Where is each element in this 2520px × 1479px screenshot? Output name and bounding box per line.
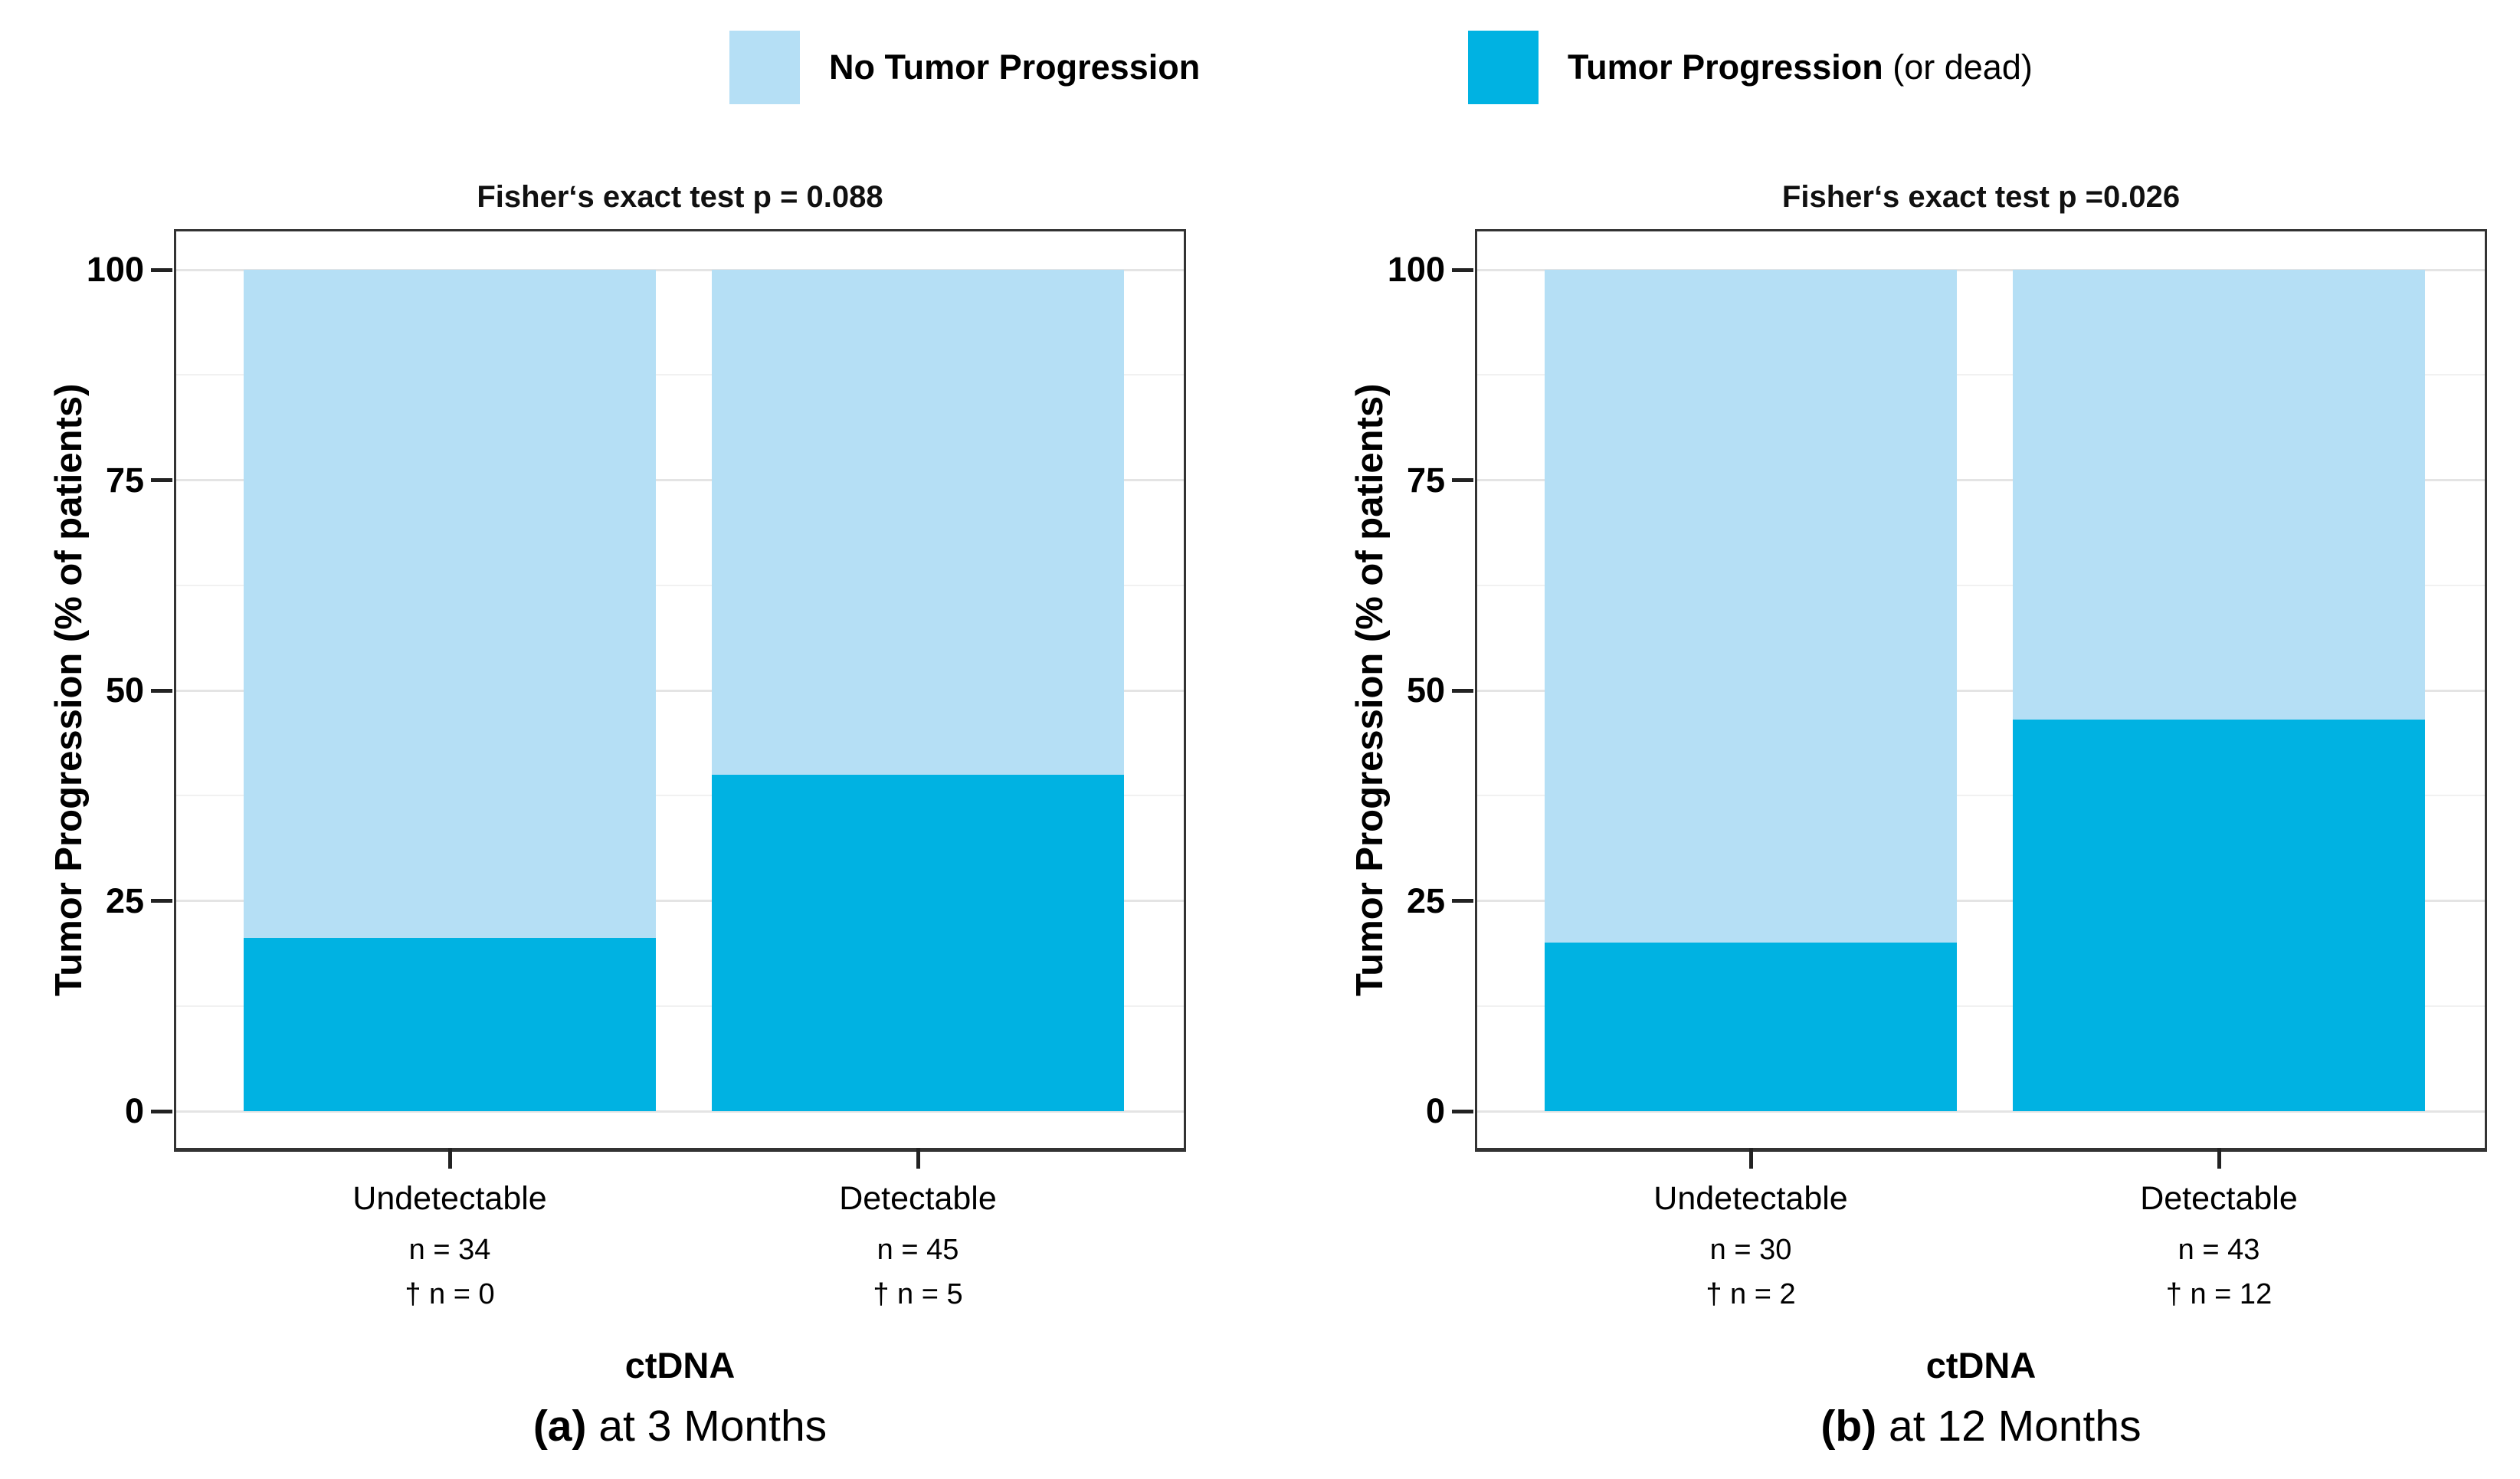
segment-tumor-progression	[1545, 943, 1957, 1111]
segment-tumor-progression	[712, 774, 1124, 1111]
gridline-major	[1477, 479, 2485, 481]
gridline-major	[176, 479, 1184, 481]
caption-text: at 12 Months	[1876, 1402, 2142, 1451]
gridline-minor	[1477, 584, 2485, 586]
gridline-major	[1477, 268, 2485, 271]
y-tick-mark	[151, 478, 172, 482]
dagger-n-label: † n = 5	[873, 1278, 963, 1310]
legend-label: Tumor Progression (or dead)	[1568, 48, 2033, 87]
y-tick-mark	[1452, 688, 1473, 693]
y-tick-label: 100	[1387, 250, 1445, 289]
legend-item-no-tumor-progression: No Tumor Progression	[729, 31, 1200, 104]
gridline-minor	[1477, 1005, 2485, 1007]
segment-no-tumor-progression	[244, 270, 656, 938]
n-label: n = 34	[408, 1234, 491, 1266]
caption: (a) at 3 Months	[176, 1401, 1184, 1451]
y-tick-label: 75	[1406, 460, 1445, 500]
x-axis-title: ctDNA	[624, 1345, 736, 1386]
legend-label-suffix: (or dead)	[1883, 48, 2033, 87]
caption-label: (b)	[1820, 1402, 1877, 1451]
caption-text: at 3 Months	[586, 1402, 827, 1451]
dagger-n-label: † n = 2	[1706, 1278, 1796, 1310]
stat-title: Fisher‘s exact test p =0.026	[1781, 180, 2181, 214]
y-tick-mark	[151, 899, 172, 903]
y-tick-label: 0	[124, 1091, 144, 1130]
legend-item-tumor-progression: Tumor Progression (or dead)	[1468, 31, 2033, 104]
gridline-major	[1477, 900, 2485, 902]
x-tick-mark	[448, 1148, 452, 1169]
bar-detectable	[712, 270, 1124, 1111]
y-tick-label: 50	[1406, 671, 1445, 710]
category-label: Undetectable	[1653, 1180, 1848, 1217]
dagger-n-label: † n = 0	[405, 1278, 495, 1310]
caption-label: (a)	[533, 1402, 587, 1451]
legend-label-text: No Tumor Progression	[829, 48, 1201, 87]
gridline-major	[176, 268, 1184, 271]
panel-a: Fisher‘s exact test p = 0.088 Tumor Prog…	[48, 180, 1186, 1451]
panel-b: Fisher‘s exact test p =0.026 Tumor Progr…	[1349, 180, 2487, 1451]
bar-detectable	[2013, 270, 2425, 1111]
y-tick-label: 25	[1406, 881, 1445, 920]
category-label: Detectable	[839, 1180, 997, 1217]
legend-label-text: Tumor Progression	[1568, 48, 1883, 87]
gridline-minor	[176, 374, 1184, 376]
segment-tumor-progression	[2013, 720, 2425, 1111]
y-tick-label: 0	[1425, 1091, 1445, 1130]
n-label: n = 43	[2178, 1234, 2260, 1266]
x-tick-mark	[1749, 1148, 1753, 1169]
category-label: Undetectable	[352, 1180, 547, 1217]
gridline-major	[176, 689, 1184, 692]
y-tick-mark	[1452, 899, 1473, 903]
segment-no-tumor-progression	[712, 270, 1124, 775]
category-label: Detectable	[2140, 1180, 2298, 1217]
segment-no-tumor-progression	[2013, 270, 2425, 720]
gridline-major	[176, 1110, 1184, 1113]
segment-no-tumor-progression	[1545, 270, 1957, 943]
y-tick-label: 50	[105, 671, 144, 710]
n-label: n = 45	[877, 1234, 959, 1266]
gridline-major	[1477, 689, 2485, 692]
bar-undetectable	[1545, 270, 1957, 1111]
stat-title: Fisher‘s exact test p = 0.088	[477, 180, 883, 214]
gridline-major	[1477, 1110, 2485, 1113]
x-tick-mark	[916, 1148, 920, 1169]
y-tick-label: 100	[86, 250, 144, 289]
gridline-minor	[1477, 795, 2485, 797]
no-tumor-progression-swatch-icon	[729, 31, 800, 104]
gridline-minor	[176, 795, 1184, 797]
y-tick-mark	[1452, 1109, 1473, 1113]
gridline-minor	[176, 584, 1184, 586]
gridline-minor	[1477, 374, 2485, 376]
y-tick-mark	[1452, 478, 1473, 482]
x-axis-title: ctDNA	[1925, 1345, 2037, 1386]
n-label: n = 30	[1709, 1234, 1792, 1266]
legend-label: No Tumor Progression	[829, 48, 1200, 87]
caption: (b) at 12 Months	[1477, 1401, 2485, 1451]
segment-tumor-progression	[244, 937, 656, 1111]
tumor-progression-swatch-icon	[1468, 31, 1539, 104]
gridline-minor	[176, 1005, 1184, 1007]
bar-undetectable	[244, 270, 656, 1111]
y-tick-mark	[151, 688, 172, 693]
y-tick-label: 25	[105, 881, 144, 920]
x-tick-mark	[2217, 1148, 2221, 1169]
y-tick-label: 75	[105, 460, 144, 500]
dagger-n-label: † n = 12	[2165, 1278, 2273, 1310]
gridline-major	[176, 900, 1184, 902]
y-tick-mark	[1452, 267, 1473, 272]
y-tick-mark	[151, 1109, 172, 1113]
y-tick-mark	[151, 267, 172, 272]
